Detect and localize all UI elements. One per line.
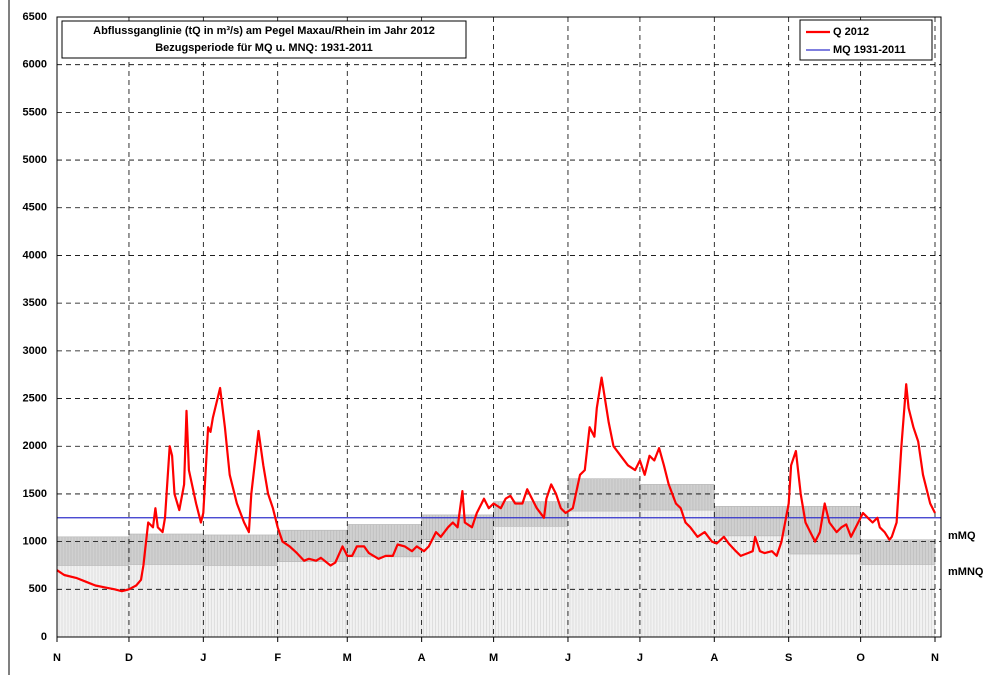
legend [799, 19, 933, 61]
y-tick-label: 4000 [23, 249, 47, 261]
y-tick-label: 6000 [23, 59, 47, 71]
x-tick-label: M [343, 652, 352, 664]
x-tick-label: F [274, 652, 281, 664]
plot-area [56, 16, 941, 638]
low-band [567, 511, 640, 637]
x-tick-label: A [710, 652, 718, 664]
x-tick-label: J [565, 652, 571, 664]
x-tick-label: J [200, 652, 206, 664]
x-tick-label: S [785, 652, 792, 664]
y-tick-label: 2500 [23, 392, 47, 404]
low-band [788, 554, 861, 637]
y-tick-label: 1500 [23, 488, 47, 500]
legend-label: Q 2012 [833, 26, 869, 38]
y-tick-label: 3000 [23, 345, 47, 357]
month-band [567, 478, 641, 512]
y-tick-label: 5500 [23, 106, 47, 118]
x-tick-label: O [856, 652, 865, 664]
x-tick-label: N [53, 652, 61, 664]
y-tick-label: 0 [41, 631, 47, 643]
y-tick-label: 1000 [23, 536, 47, 548]
y-tick-label: 3500 [23, 297, 47, 309]
x-tick-label: N [931, 652, 939, 664]
x-tick-label: M [489, 652, 498, 664]
band-label: mMNQ [948, 566, 984, 578]
y-tick-label: 2000 [23, 440, 47, 452]
low-band [57, 565, 129, 637]
band-label: mMQ [948, 530, 976, 542]
y-tick-label: 6500 [23, 11, 47, 23]
x-tick-label: D [125, 652, 133, 664]
chart-title: Abflussganglinie (tQ in m³/s) am Pegel M… [93, 25, 435, 37]
y-tick-label: 5000 [23, 154, 47, 166]
low-band [421, 539, 494, 637]
x-tick-label: A [418, 652, 426, 664]
legend-label: MQ 1931-2011 [833, 44, 906, 56]
plot-frame [56, 16, 942, 638]
y-tick-label: 4500 [23, 202, 47, 214]
title-box [61, 20, 467, 59]
q-line [56, 376, 936, 593]
x-tick-label: J [637, 652, 643, 664]
y-tick-label: 500 [29, 583, 47, 595]
chart-subtitle: Bezugsperiode für MQ u. MNQ: 1931-2011 [155, 42, 373, 54]
